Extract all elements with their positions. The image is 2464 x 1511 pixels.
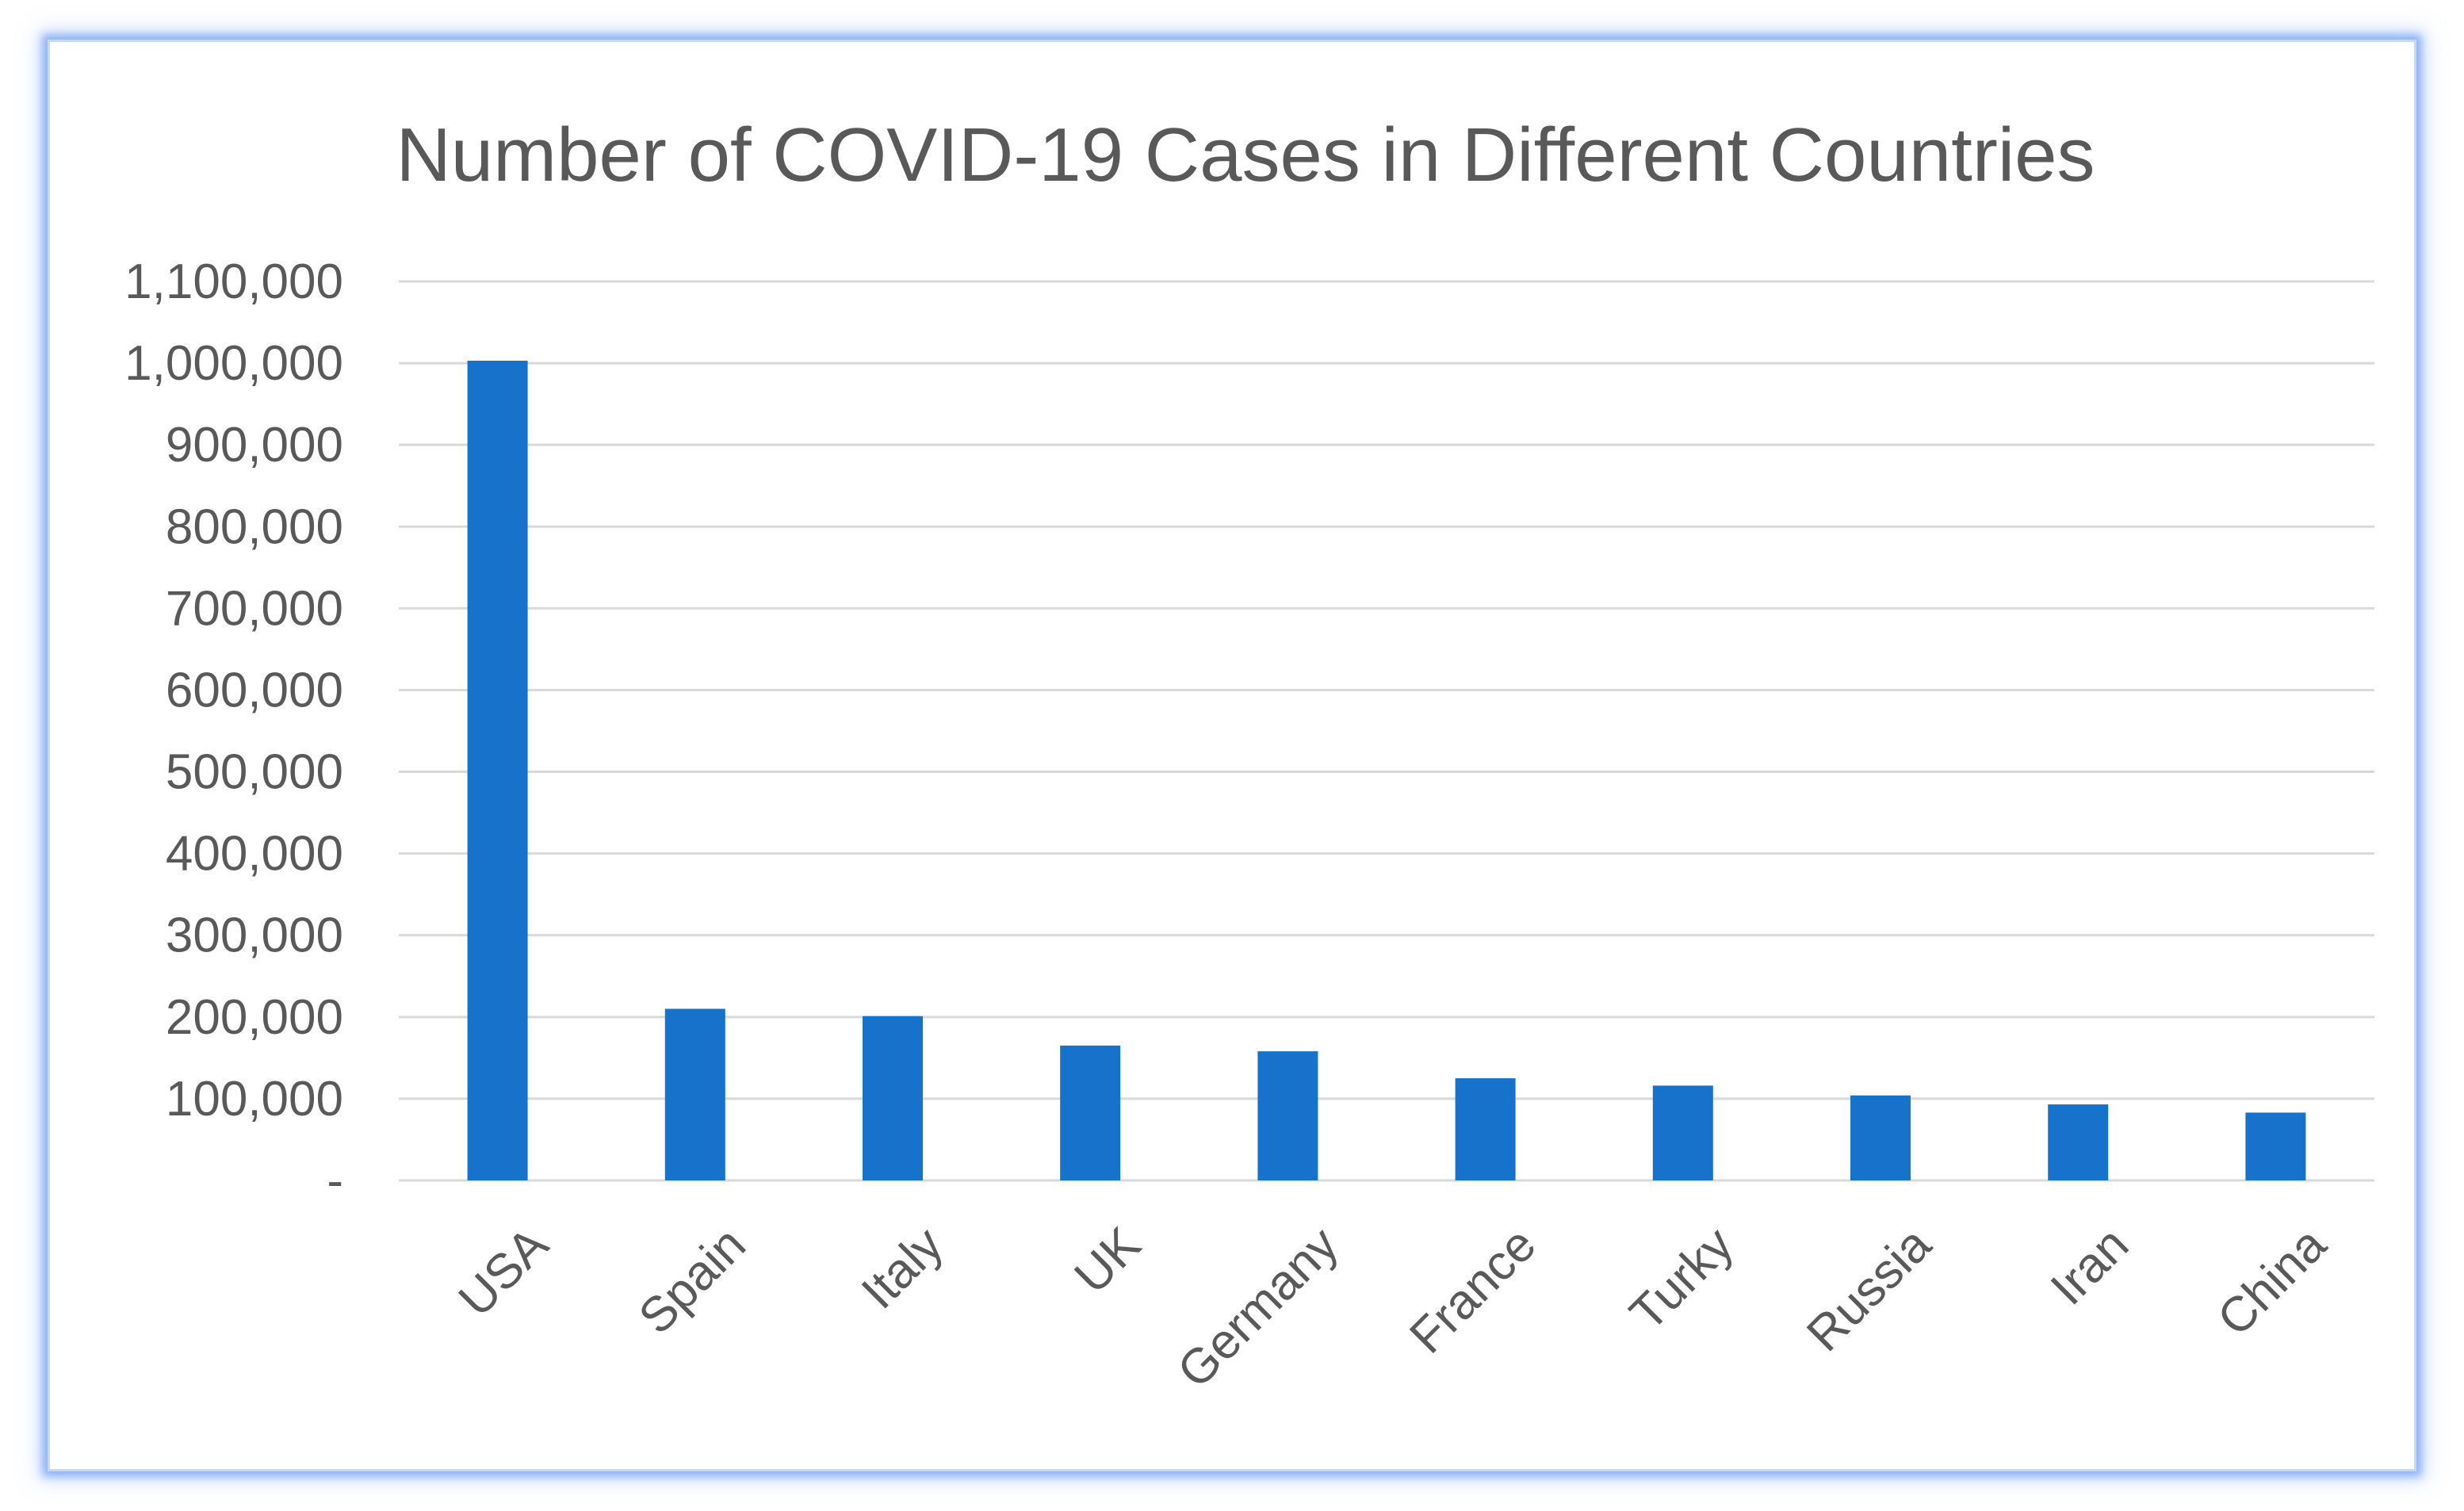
- y-tick-label: 1,000,000: [124, 336, 343, 391]
- y-tick-label: 200,000: [166, 990, 343, 1045]
- x-category-label-spain: Spain: [629, 1217, 756, 1345]
- chart: Number of COVID-19 Cases in Different Co…: [124, 113, 2374, 1399]
- x-category-label-russia: Russia: [1796, 1217, 1942, 1362]
- bar-usa: [467, 360, 528, 1180]
- y-tick-label: 300,000: [166, 909, 343, 963]
- bar-russia: [1850, 1095, 1911, 1180]
- x-category-label-italy: Italy: [851, 1217, 954, 1319]
- gridlines: [399, 280, 2374, 1182]
- chart-title: Number of COVID-19 Cases in Different Co…: [396, 113, 2095, 197]
- x-category-label-china: China: [2207, 1217, 2337, 1347]
- bar-germany: [1257, 1051, 1318, 1180]
- y-tick-label: 800,000: [166, 499, 343, 554]
- x-category-label-iran: Iran: [2041, 1217, 2139, 1315]
- bar-uk: [1060, 1045, 1121, 1180]
- bar-iran: [2048, 1104, 2109, 1180]
- y-tick-label: 500,000: [166, 745, 343, 800]
- x-category-label-france: France: [1399, 1217, 1546, 1364]
- x-category-label-usa: USA: [449, 1217, 559, 1327]
- bar-italy: [863, 1016, 923, 1180]
- bar-france: [1455, 1078, 1516, 1180]
- y-tick-label: -: [327, 1153, 343, 1208]
- x-category-label-germany: Germany: [1167, 1217, 1349, 1398]
- x-category-label-turky: Turky: [1620, 1217, 1744, 1341]
- bars: [467, 360, 2306, 1180]
- y-tick-label: 600,000: [166, 663, 343, 717]
- bar-spain: [664, 1008, 725, 1180]
- chart-frame: Number of COVID-19 Cases in Different Co…: [48, 40, 2416, 1471]
- y-tick-label: 100,000: [166, 1072, 343, 1127]
- x-category-label-uk: UK: [1065, 1217, 1152, 1304]
- y-tick-label: 400,000: [166, 827, 343, 882]
- y-axis-tick-labels: - 100,000 200,000 300,000 400,000 500,000 600,…: [124, 254, 343, 1208]
- y-tick-label: 1,100,000: [124, 254, 343, 309]
- bar-china: [2245, 1112, 2306, 1180]
- y-tick-label: 700,000: [166, 581, 343, 636]
- bar-turky: [1652, 1085, 1713, 1180]
- x-axis-category-labels: USA Spain Italy UK Germany France Turky Russia I…: [449, 1217, 2337, 1399]
- y-tick-label: 900,000: [166, 418, 343, 472]
